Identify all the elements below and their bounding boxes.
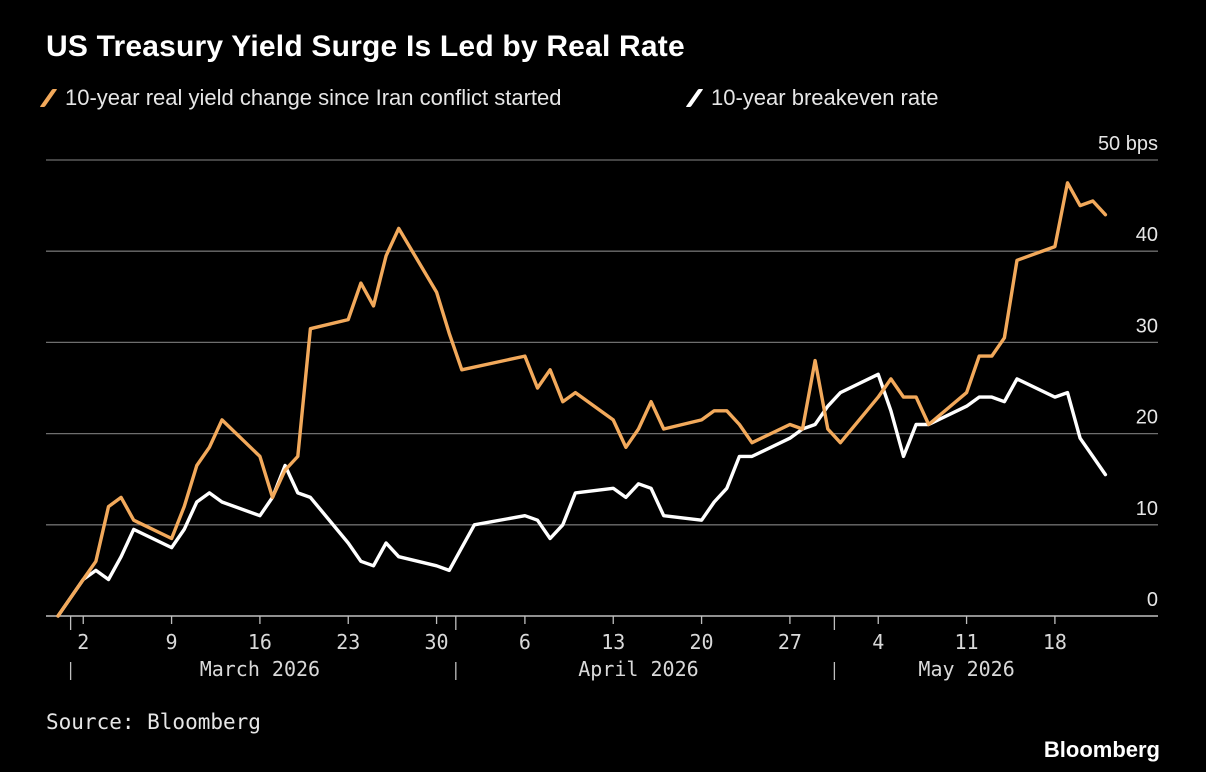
brand-logo: Bloomberg [1043, 737, 1160, 762]
x-tick-label: 20 [690, 630, 714, 654]
x-month-label: May 2026 [918, 657, 1014, 681]
legend-label-real-yield: 10-year real yield change since Iran con… [65, 85, 562, 110]
y-tick-label-10: 10 [1136, 498, 1158, 520]
x-axis: 2 9 16 23 30 6 13 20 27 4 11 18 March 2026 April 2026… [46, 615, 1158, 681]
grid-lines [46, 159, 1158, 526]
chart-title: US Treasury Yield Surge Is Led by Real R… [46, 30, 685, 63]
x-tick-label: 2 [77, 630, 89, 654]
legend-label-breakeven: 10-year breakeven rate [711, 85, 939, 110]
y-tick-label-20: 20 [1136, 407, 1158, 429]
x-tick-label: 11 [955, 630, 979, 654]
y-tick-label-50: 50 bps [1098, 133, 1158, 155]
y-axis-labels: 0 10 20 30 40 50 bps [1098, 133, 1158, 611]
y-tick-label-30: 30 [1136, 315, 1158, 337]
y-tick-label-0: 0 [1147, 589, 1158, 611]
x-tick-label: 23 [336, 630, 360, 654]
x-tick-label: 6 [519, 630, 531, 654]
legend-item-breakeven: 10-year breakeven rate [685, 85, 939, 111]
y-tick-label-40: 40 [1136, 224, 1158, 246]
x-tick-label: 30 [425, 630, 449, 654]
x-month-label: April 2026 [578, 657, 698, 681]
x-tick-label: 4 [872, 630, 884, 654]
series-line-breakeven [56, 372, 1108, 618]
x-tick-label: 9 [166, 630, 178, 654]
x-tick-label: 18 [1043, 630, 1067, 654]
x-tick-label: 27 [778, 630, 802, 654]
series-line-real-yield [56, 181, 1108, 618]
series-lines [56, 181, 1108, 618]
chart-frame [30, 28, 1162, 770]
x-tick-label: 16 [248, 630, 272, 654]
legend-item-real-yield: 10-year real yield change since Iran con… [39, 85, 562, 111]
source-note: Source: Bloomberg [46, 710, 261, 734]
x-tick-label: 13 [601, 630, 625, 654]
x-month-label: March 2026 [200, 657, 320, 681]
